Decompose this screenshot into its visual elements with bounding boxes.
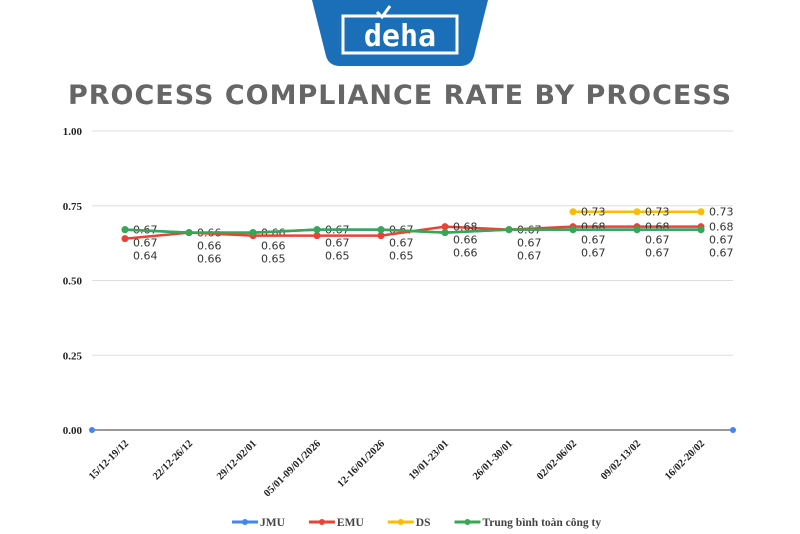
data-label: 0.67	[133, 237, 158, 250]
data-point[interactable]	[569, 208, 577, 216]
data-label: 0.66	[453, 247, 478, 260]
data-point[interactable]	[697, 208, 705, 216]
data-label: 0.65	[261, 253, 286, 266]
data-point[interactable]	[313, 226, 321, 234]
data-label: 0.67	[645, 247, 670, 260]
data-label: 0.67	[709, 234, 734, 247]
y-tick-label: 0.50	[63, 276, 83, 288]
legend-label: JMU	[260, 517, 286, 529]
data-label: 0.73	[581, 206, 606, 219]
data-label: 0.68	[581, 221, 606, 234]
x-tick-label: 16/02-20/02	[663, 438, 707, 482]
data-point[interactable]	[185, 229, 193, 237]
data-point[interactable]	[633, 226, 641, 234]
deha-logo: deha	[312, 0, 488, 66]
data-label: 0.67	[581, 247, 606, 260]
x-tick-label: 26/01-30/01	[471, 438, 515, 482]
data-label: 0.66	[197, 240, 222, 253]
legend-marker	[242, 519, 248, 525]
x-tick-label: 09/02-13/02	[599, 438, 643, 482]
data-label: 0.67	[517, 237, 542, 250]
data-point[interactable]	[441, 223, 449, 231]
y-tick-label: 1.00	[63, 126, 83, 138]
series-ds: 0.73 0.73 0.73	[569, 206, 734, 219]
data-point[interactable]	[121, 226, 129, 234]
data-label: 0.66	[261, 240, 286, 253]
data-point[interactable]	[441, 229, 449, 237]
series-line	[124, 228, 701, 234]
data-point[interactable]	[377, 226, 385, 234]
data-label: 0.67	[517, 250, 542, 263]
data-point[interactable]	[121, 235, 129, 243]
y-tick-label: 0.25	[63, 350, 83, 362]
x-tick-label: 15/12-19/12	[87, 438, 131, 482]
data-point[interactable]	[633, 208, 641, 216]
data-label: 0.66	[453, 234, 478, 247]
data-label: 0.67	[581, 234, 606, 247]
legend-marker	[318, 519, 325, 525]
axis-end-marker	[730, 427, 736, 433]
y-tick-label: 0.75	[63, 201, 83, 213]
x-tick-label: 29/12-02/01	[215, 438, 259, 482]
data-label: 0.64	[133, 250, 158, 263]
data-point[interactable]	[249, 229, 257, 237]
series-trung-bình-toàn-công-ty: 0.670.660.66 0.67 0.670.66 0.67 0.67 0.67 0.67	[121, 226, 734, 266]
legend-label: EMU	[337, 517, 365, 529]
data-point[interactable]	[505, 226, 513, 234]
x-tick-label: 12-16/01/2026	[336, 438, 388, 490]
legend-marker	[464, 519, 471, 525]
data-point[interactable]	[697, 226, 705, 234]
data-point[interactable]	[313, 232, 321, 240]
legend-label: DS	[416, 517, 431, 529]
chart-title: PROCESS COMPLIANCE RATE BY PROCESS	[67, 80, 733, 111]
data-label: 0.65	[389, 250, 414, 263]
data-label: 0.66	[197, 253, 222, 266]
data-label: 0.67	[325, 237, 350, 250]
data-label: 0.65	[325, 250, 350, 263]
data-label: 0.67	[389, 237, 414, 250]
data-label: 0.67	[709, 247, 734, 260]
legend-item[interactable]: JMU	[232, 517, 286, 529]
data-label: 0.68	[645, 221, 670, 234]
data-label: 0.67	[645, 234, 670, 247]
legend-label: Trung bình toàn công ty	[482, 517, 601, 529]
legend-marker	[397, 519, 404, 525]
data-point[interactable]	[569, 226, 577, 234]
legend-item[interactable]: DS	[387, 517, 431, 529]
data-label: 0.73	[645, 206, 670, 219]
x-tick-label: 02/02-06/02	[535, 438, 579, 482]
x-tick-label: 22/12-26/12	[151, 438, 195, 482]
data-point[interactable]	[377, 232, 385, 240]
legend-item[interactable]: Trung bình toàn công ty	[454, 517, 601, 529]
y-tick-label: 0.00	[63, 425, 83, 437]
data-label: 0.73	[709, 206, 734, 219]
svg-text:deha: deha	[364, 19, 436, 54]
axis-end-marker	[89, 427, 95, 433]
x-tick-label: 05/01-09/01/2026	[262, 438, 323, 499]
legend-item[interactable]: EMU	[308, 517, 365, 529]
data-label: 0.68	[709, 221, 734, 234]
x-tick-label: 19/01-23/01	[407, 438, 451, 482]
